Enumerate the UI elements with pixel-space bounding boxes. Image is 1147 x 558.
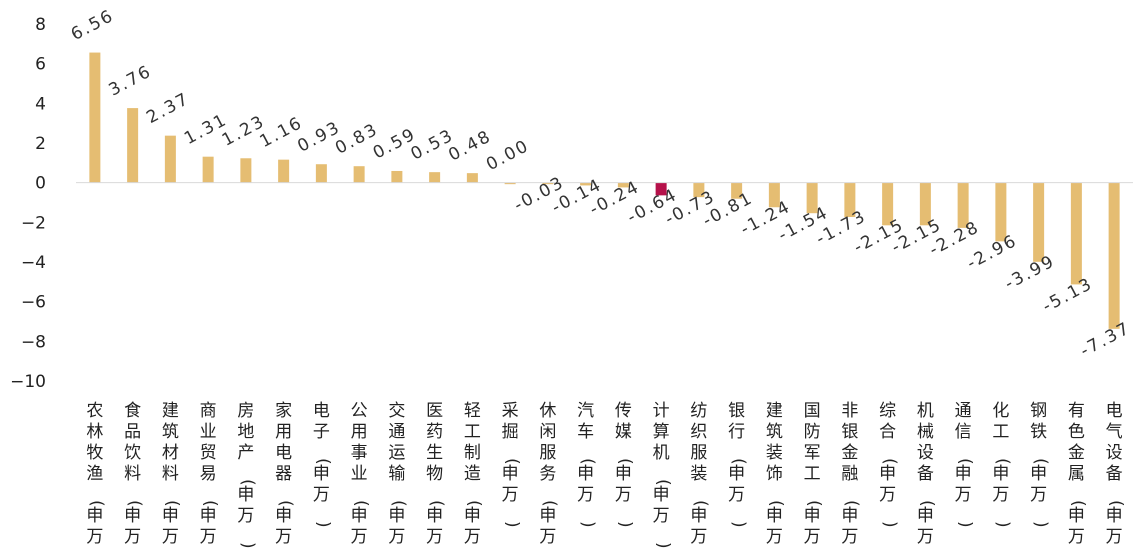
category-label: 商业贸易(申万) — [200, 401, 220, 558]
bar — [164, 135, 176, 183]
y-tick-label: −4 — [21, 253, 46, 273]
bar — [89, 52, 101, 183]
bar — [617, 182, 629, 188]
y-tick-label: −2 — [21, 213, 46, 233]
bars — [89, 52, 1120, 329]
bar — [504, 182, 516, 185]
category-label: 国防军工(申万) — [804, 401, 824, 558]
data-label: -3.99 — [1002, 251, 1059, 294]
category-label: 轻工制造(申万) — [464, 401, 484, 558]
bar — [580, 182, 592, 186]
y-axis: 8 6 4 2 0 −2 −4 −6 −8 −10 — [10, 15, 46, 392]
category-label: 房地产(申万) — [237, 401, 257, 549]
bar — [466, 173, 478, 183]
bar — [1070, 182, 1082, 285]
category-label: 交通运输(申万) — [388, 401, 408, 558]
category-label: 非银金融(申万) — [841, 401, 861, 558]
category-label: 机械设备(申万) — [917, 401, 937, 558]
data-label: 2.37 — [143, 89, 193, 128]
category-label: 建筑材料(申万) — [162, 401, 182, 558]
category-label: 采掘(申万) — [502, 401, 522, 528]
category-label: 传媒(申万) — [615, 401, 635, 528]
data-label: -5.13 — [1039, 274, 1096, 317]
bar — [353, 166, 365, 183]
category-label: 化工(申万) — [992, 401, 1012, 528]
category-label: 有色金属(申万) — [1068, 401, 1088, 558]
bar — [278, 159, 290, 183]
y-tick-label: 0 — [35, 174, 46, 194]
bar — [731, 182, 743, 199]
bar — [919, 182, 931, 226]
bar — [1033, 182, 1045, 262]
category-label: 公用事业(申万) — [351, 401, 371, 558]
bar — [844, 182, 856, 217]
y-tick-label: 4 — [35, 94, 46, 114]
y-tick-label: 2 — [35, 134, 46, 154]
category-label: 汽车(申万) — [577, 401, 597, 528]
data-labels: 6.563.762.371.311.231.160.930.830.590.53… — [68, 6, 1134, 361]
data-label: -7.37 — [1077, 318, 1134, 361]
bar — [768, 182, 780, 208]
category-label: 农林牧渔(申万) — [86, 401, 106, 558]
bar — [202, 156, 214, 183]
bar — [127, 108, 139, 183]
bar — [315, 164, 327, 183]
bar — [1108, 182, 1120, 329]
data-label: 6.56 — [68, 6, 118, 45]
category-label: 钢铁(申万) — [1030, 401, 1050, 528]
category-label: 通信(申万) — [955, 401, 975, 528]
bar-highlight — [655, 182, 667, 196]
bar — [391, 170, 403, 183]
y-tick-label: −10 — [10, 372, 46, 392]
bar — [542, 182, 554, 185]
category-label: 电气设备(申万) — [1106, 401, 1126, 558]
bar — [429, 172, 441, 183]
data-label: 3.76 — [106, 61, 156, 100]
bar — [240, 158, 252, 183]
category-label: 食品饮料(申万) — [124, 401, 144, 558]
category-label: 综合(申万) — [879, 401, 899, 528]
bar — [882, 182, 894, 226]
category-label: 家用电器(申万) — [275, 401, 295, 558]
category-label: 建筑装饰(申万) — [766, 401, 786, 558]
bar — [806, 182, 818, 214]
category-label: 纺织服装(申万) — [690, 401, 710, 558]
category-label: 电子(申万) — [313, 401, 333, 528]
category-label: 计算机(申万) — [653, 401, 673, 549]
bar — [693, 182, 705, 198]
category-label: 银行(申万) — [728, 401, 748, 528]
category-label: 休闲服务(申万) — [539, 401, 559, 558]
category-label: 医药生物(申万) — [426, 401, 446, 558]
y-tick-label: 8 — [35, 15, 46, 35]
y-tick-label: 6 — [35, 55, 46, 75]
bar — [957, 182, 969, 228]
bar — [995, 182, 1007, 242]
y-tick-label: −6 — [21, 293, 46, 313]
category-labels: 农林牧渔(申万) 食品饮料(申万) 建筑材料(申万) 商业贸易(申万) 房地产(申万) 家… — [86, 401, 1126, 558]
y-tick-label: −8 — [21, 332, 46, 352]
